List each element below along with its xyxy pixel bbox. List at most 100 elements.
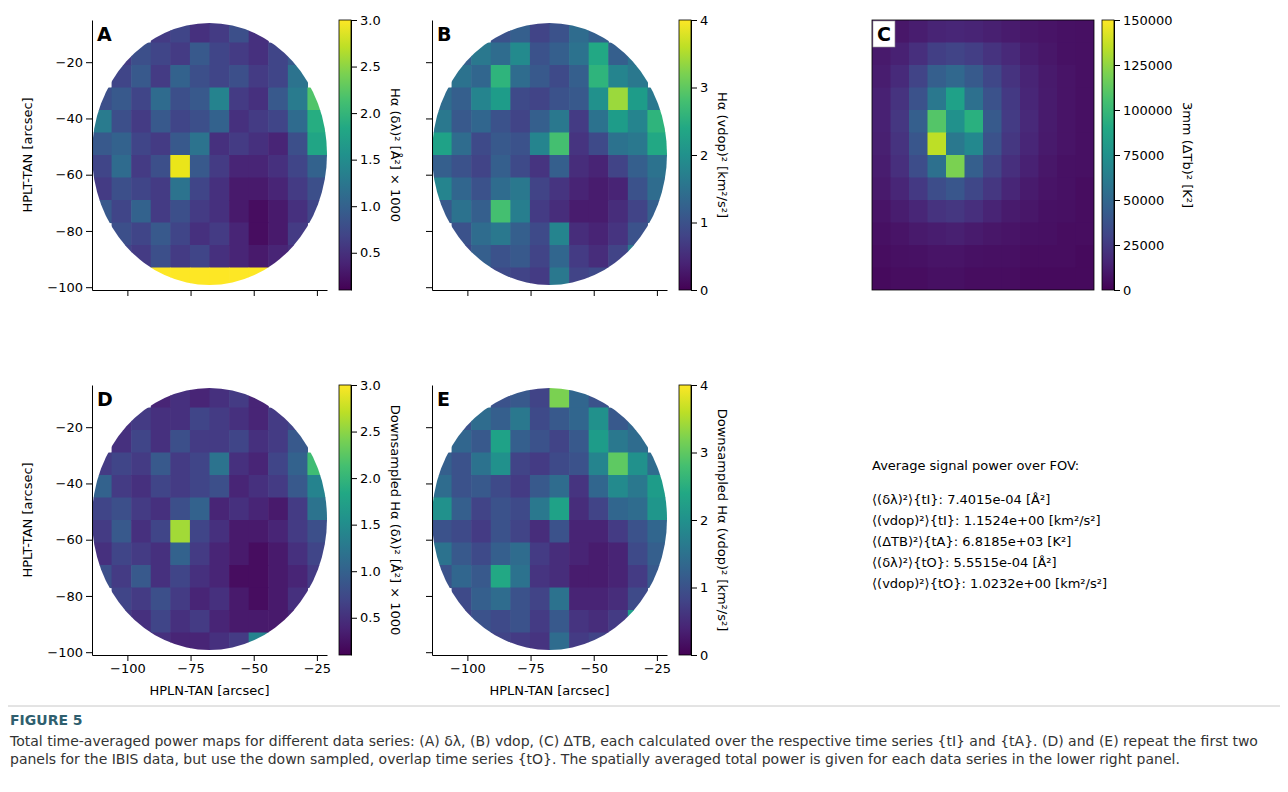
heatmap-cell [112, 43, 132, 66]
heatmap-cell [229, 20, 249, 43]
heatmap-cell [491, 453, 511, 476]
panel-letter-background [873, 21, 895, 47]
heatmap-cell [1076, 155, 1095, 178]
heatmap-cell [92, 200, 112, 223]
heatmap-cell [510, 408, 530, 431]
heatmap-cell [210, 88, 230, 111]
heatmap-cell [550, 610, 570, 633]
heatmap-cell [432, 453, 452, 476]
heatmap-cell [452, 430, 472, 453]
y-axis-title: HPLT-TAN [arcsec] [20, 97, 35, 212]
heatmap-cell [510, 43, 530, 66]
x-axis [433, 290, 668, 296]
heatmap-cell [1076, 20, 1095, 43]
heatmap-cell [229, 633, 249, 656]
heatmap-cell [530, 43, 550, 66]
heatmap-cell [550, 633, 570, 656]
x-tick-label: −100 [450, 661, 486, 676]
x-tick-mark [657, 655, 658, 661]
y-tick-mark [426, 483, 432, 484]
heatmap-cell [92, 110, 112, 133]
heatmap-cell [170, 268, 190, 291]
heatmap-cell [210, 565, 230, 588]
y-tick-mark [86, 175, 92, 176]
heatmap-cell [647, 155, 667, 178]
heatmap-cell [1020, 155, 1039, 178]
heatmap-cell [112, 408, 132, 431]
heatmap-cell [1057, 88, 1076, 111]
heatmap-cell [131, 408, 151, 431]
heatmap-cell [229, 88, 249, 111]
heatmap-cell [190, 430, 210, 453]
heatmap-cell [530, 223, 550, 246]
colorbar-title: Downsampled Hα (δλ)² [Å²] × 1000 [388, 405, 403, 636]
heatmap-cell [1002, 20, 1021, 43]
panel: −100−75−50−25−20−40−60−80−100HPLN-TAN [a… [20, 378, 403, 698]
heatmap-cell [268, 200, 288, 223]
heatmap-cell [131, 565, 151, 588]
heatmap-cell [268, 65, 288, 88]
heatmap-cell [170, 178, 190, 201]
colorbar-tick-mark [351, 385, 357, 386]
heatmap-cell [909, 20, 928, 43]
heatmap-cell [92, 543, 112, 566]
heatmap-cell [170, 385, 190, 408]
heatmap-cell [491, 498, 511, 521]
heatmap-cell [550, 155, 570, 178]
heatmap-cell [210, 385, 230, 408]
heatmap-cell [891, 155, 910, 178]
heatmap-cell [170, 223, 190, 246]
heatmap-cell [530, 543, 550, 566]
colorbar-tick-mark [691, 88, 697, 89]
heatmap-cell [1076, 223, 1095, 246]
heatmap-cell [268, 245, 288, 268]
heatmap-cell [628, 133, 648, 156]
panel-letter-group: E [437, 388, 450, 410]
heatmap-cell [891, 88, 910, 111]
heatmap-cell [190, 633, 210, 656]
heatmap-cell [628, 65, 648, 88]
heatmap-cell [647, 475, 667, 498]
heatmap-cell [1039, 65, 1058, 88]
colorbar-tick-label: 2.0 [360, 106, 381, 121]
heatmap-cell [589, 588, 609, 611]
heatmap-cell [151, 520, 171, 543]
heatmap-cell [628, 88, 648, 111]
heatmap-cell [510, 633, 530, 656]
colorbar-tick-mark [691, 20, 697, 21]
x-tick [254, 290, 255, 296]
heatmap-cell [190, 453, 210, 476]
heatmap-cell [550, 520, 570, 543]
heatmap-cell [210, 133, 230, 156]
heatmap-cell [151, 43, 171, 66]
heatmap-cell [112, 65, 132, 88]
heatmap-cell [1002, 65, 1021, 88]
heatmap-cell [249, 408, 269, 431]
heatmap-cell [491, 110, 511, 133]
x-axis [93, 290, 328, 296]
colorbar-tick: 3.0 [351, 378, 381, 393]
heatmap-cell [452, 43, 472, 66]
heatmap-cell [510, 385, 530, 408]
heatmap-cell [229, 498, 249, 521]
heatmap-cell [210, 200, 230, 223]
heatmap-cell [510, 178, 530, 201]
heatmap-cell [510, 133, 530, 156]
heatmap-cell [1076, 65, 1095, 88]
heatmap-cell [151, 178, 171, 201]
heatmap-cell [928, 133, 947, 156]
y-tick [426, 231, 432, 232]
heatmap-cell [628, 588, 648, 611]
heatmap-cell [628, 155, 648, 178]
heatmap-cell [647, 110, 667, 133]
heatmap-cell [229, 408, 249, 431]
x-tick [594, 290, 595, 296]
heatmap-cell [608, 88, 628, 111]
heatmap-cell [608, 543, 628, 566]
heatmap-cell [946, 245, 965, 268]
colorbar-tick: 25000 [1114, 238, 1164, 253]
heatmap-cell [569, 453, 589, 476]
y-axis: −20−40−60−80−100 [47, 21, 92, 295]
heatmap-cell [210, 268, 230, 291]
heatmap-cell [550, 453, 570, 476]
